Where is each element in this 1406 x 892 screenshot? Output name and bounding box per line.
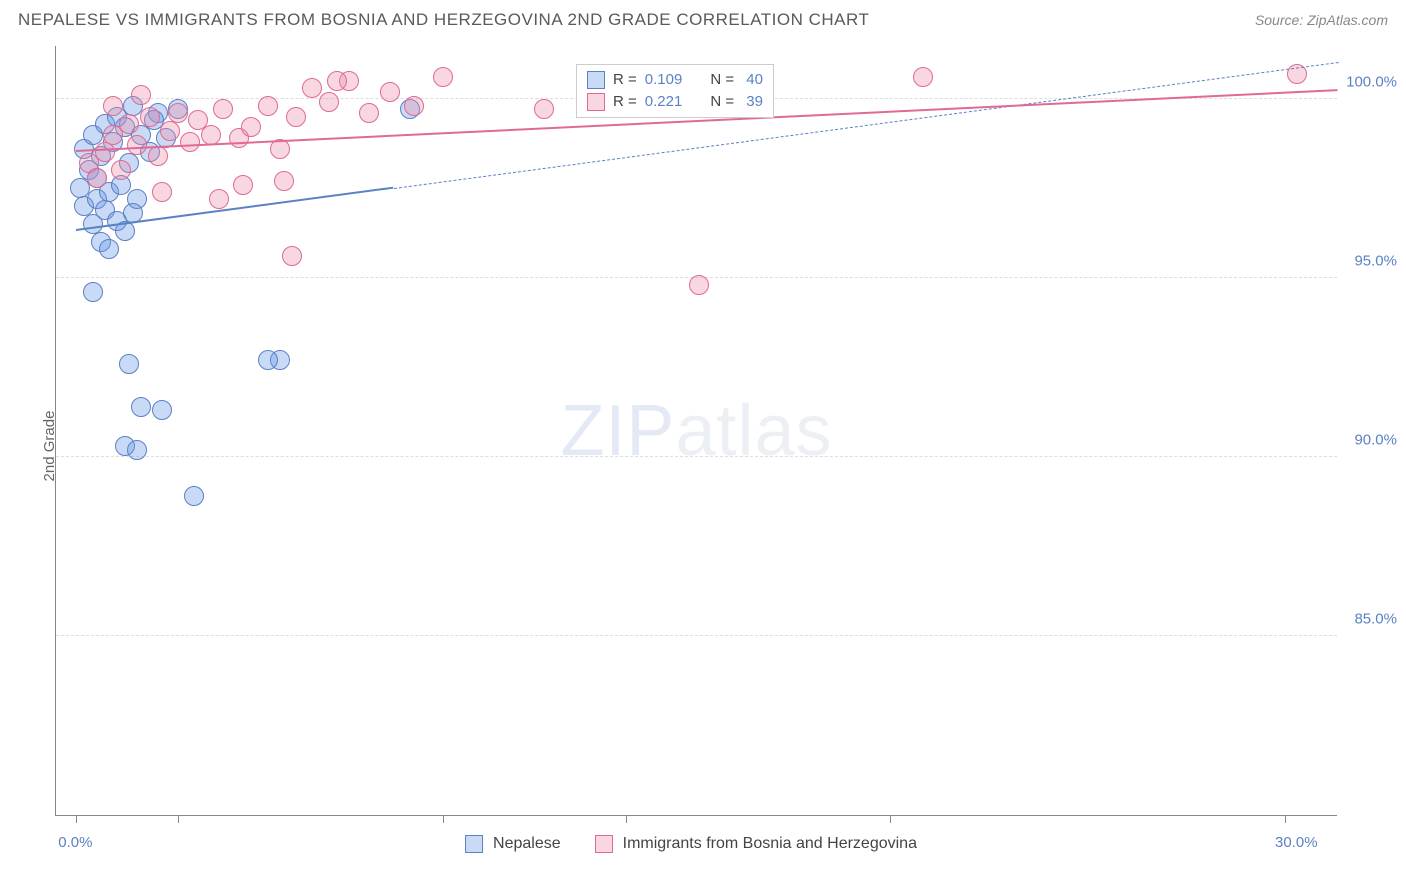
legend-r-value: 0.221 (645, 91, 683, 113)
gridline-h (56, 456, 1337, 457)
legend-n-value: 39 (742, 91, 763, 113)
data-point (689, 275, 709, 295)
legend-n-label: N = (710, 91, 734, 113)
legend-swatch (595, 835, 613, 853)
gridline-h (56, 635, 1337, 636)
legend-r-label: R = (613, 69, 637, 91)
legend-n-value: 40 (742, 69, 763, 91)
stats-legend-row: R = 0.221 N = 39 (587, 91, 763, 113)
x-tick-label: 30.0% (1275, 834, 1318, 851)
x-tick (890, 815, 891, 823)
stats-legend-row: R = 0.109 N = 40 (587, 69, 763, 91)
x-tick (178, 815, 179, 823)
data-point (87, 168, 107, 188)
data-point (111, 160, 131, 180)
data-point (152, 400, 172, 420)
data-point (380, 82, 400, 102)
data-point (233, 175, 253, 195)
x-tick (626, 815, 627, 823)
data-point (274, 171, 294, 191)
legend-series-label: Nepalese (493, 835, 561, 853)
data-point (327, 71, 347, 91)
chart-title: NEPALESE VS IMMIGRANTS FROM BOSNIA AND H… (18, 10, 869, 30)
data-point (131, 397, 151, 417)
data-point (83, 282, 103, 302)
data-point (404, 96, 424, 116)
data-point (148, 146, 168, 166)
legend-n-label: N = (710, 69, 734, 91)
data-point (433, 67, 453, 87)
data-point (241, 117, 261, 137)
legend-swatch (587, 93, 605, 111)
data-point (302, 78, 322, 98)
data-point (180, 132, 200, 152)
legend-swatch (465, 835, 483, 853)
data-point (99, 239, 119, 259)
stats-legend: R = 0.109 N = 40 R = 0.221 N = 39 (576, 64, 774, 118)
legend-r-value: 0.109 (645, 69, 683, 91)
data-point (319, 92, 339, 112)
data-point (913, 67, 933, 87)
data-point (127, 440, 147, 460)
legend-series-label: Immigrants from Bosnia and Herzegovina (623, 835, 917, 853)
data-point (168, 103, 188, 123)
data-point (131, 85, 151, 105)
data-point (127, 135, 147, 155)
legend-r-label: R = (613, 91, 637, 113)
watermark-light: atlas (675, 391, 832, 471)
data-point (152, 182, 172, 202)
data-point (201, 125, 221, 145)
series-legend: Nepalese Immigrants from Bosnia and Herze… (465, 835, 941, 853)
data-point (534, 99, 554, 119)
x-tick (1285, 815, 1286, 823)
data-point (286, 107, 306, 127)
x-tick (76, 815, 77, 823)
data-point (359, 103, 379, 123)
y-tick-label: 90.0% (1354, 431, 1397, 448)
trend-line-dashed (394, 62, 1338, 189)
data-point (119, 114, 139, 134)
watermark: ZIPatlas (560, 390, 832, 472)
x-tick-label: 0.0% (58, 834, 92, 851)
data-point (119, 354, 139, 374)
data-point (103, 96, 123, 116)
watermark-bold: ZIP (560, 391, 675, 471)
data-point (209, 189, 229, 209)
scatter-chart: ZIPatlas 85.0%90.0%95.0%100.0%R =0.109N … (55, 46, 1337, 816)
y-tick-label: 95.0% (1354, 252, 1397, 269)
legend-swatch (587, 71, 605, 89)
data-point (282, 246, 302, 266)
data-point (184, 486, 204, 506)
y-tick-label: 85.0% (1354, 610, 1397, 627)
x-tick (443, 815, 444, 823)
chart-header: NEPALESE VS IMMIGRANTS FROM BOSNIA AND H… (0, 0, 1406, 36)
data-point (140, 107, 160, 127)
data-point (95, 142, 115, 162)
chart-source: Source: ZipAtlas.com (1255, 12, 1388, 28)
data-point (258, 96, 278, 116)
data-point (258, 350, 278, 370)
data-point (160, 121, 180, 141)
y-tick-label: 100.0% (1346, 73, 1397, 90)
data-point (213, 99, 233, 119)
